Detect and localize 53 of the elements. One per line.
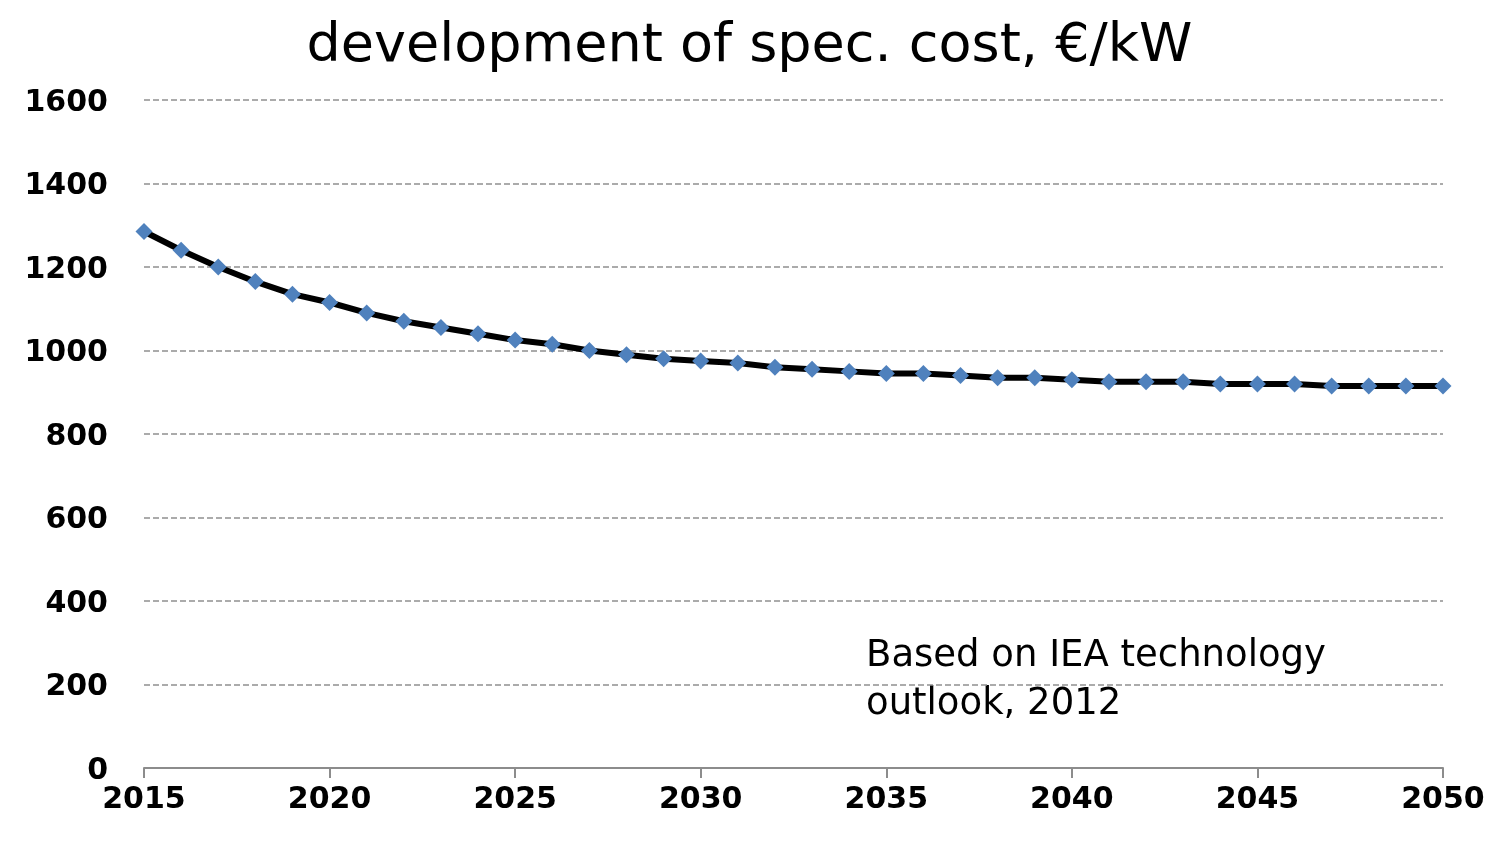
point bbox=[1100, 373, 1118, 391]
point bbox=[135, 223, 153, 241]
point bbox=[432, 319, 450, 337]
point bbox=[617, 346, 635, 364]
point bbox=[766, 358, 784, 376]
x-tick-label: 2035 bbox=[844, 779, 929, 815]
point bbox=[543, 335, 561, 353]
point bbox=[1174, 373, 1192, 391]
point bbox=[1063, 371, 1081, 389]
point bbox=[246, 273, 264, 291]
point bbox=[1434, 377, 1452, 395]
point bbox=[840, 362, 858, 380]
point bbox=[358, 304, 376, 322]
point bbox=[914, 364, 932, 382]
point bbox=[655, 350, 673, 368]
point bbox=[877, 364, 895, 382]
point bbox=[803, 360, 821, 378]
point bbox=[1211, 375, 1229, 393]
point bbox=[989, 369, 1007, 387]
y-tick-label: 1000 bbox=[24, 333, 108, 368]
point bbox=[580, 342, 598, 359]
chart-title: development of spec. cost, €/kW bbox=[306, 10, 1193, 74]
y-tick-label: 1600 bbox=[24, 82, 108, 118]
point bbox=[1137, 373, 1155, 391]
point bbox=[506, 331, 524, 349]
point bbox=[469, 325, 487, 343]
x-tick-label: 2050 bbox=[1401, 779, 1485, 815]
point bbox=[283, 285, 301, 303]
point bbox=[321, 293, 339, 311]
point bbox=[1026, 369, 1044, 387]
point bbox=[1248, 375, 1266, 393]
point bbox=[1286, 375, 1304, 393]
point bbox=[692, 352, 710, 370]
y-tick-label: 800 bbox=[45, 416, 108, 452]
y-tick-label: 1200 bbox=[24, 249, 108, 285]
point bbox=[1360, 377, 1378, 395]
point bbox=[172, 241, 190, 259]
point bbox=[209, 258, 227, 276]
y-tick-label: 1400 bbox=[24, 166, 108, 201]
annotation: Based on IEA technology outlook, 2012 bbox=[866, 631, 1338, 723]
point bbox=[729, 354, 747, 372]
point bbox=[1397, 377, 1415, 395]
point bbox=[1323, 377, 1341, 395]
x-tick-label: 2025 bbox=[473, 779, 557, 815]
x-tick-label: 2020 bbox=[287, 779, 372, 815]
x-tick-label: 2045 bbox=[1215, 779, 1300, 815]
x-tick-label: 2040 bbox=[1030, 779, 1114, 815]
x-tick-label: 2030 bbox=[658, 779, 743, 815]
y-tick-label: 400 bbox=[45, 583, 108, 619]
point bbox=[952, 367, 970, 385]
y-tick-label: 200 bbox=[45, 667, 108, 702]
y-tick-label: 600 bbox=[45, 500, 108, 535]
point bbox=[395, 312, 413, 330]
